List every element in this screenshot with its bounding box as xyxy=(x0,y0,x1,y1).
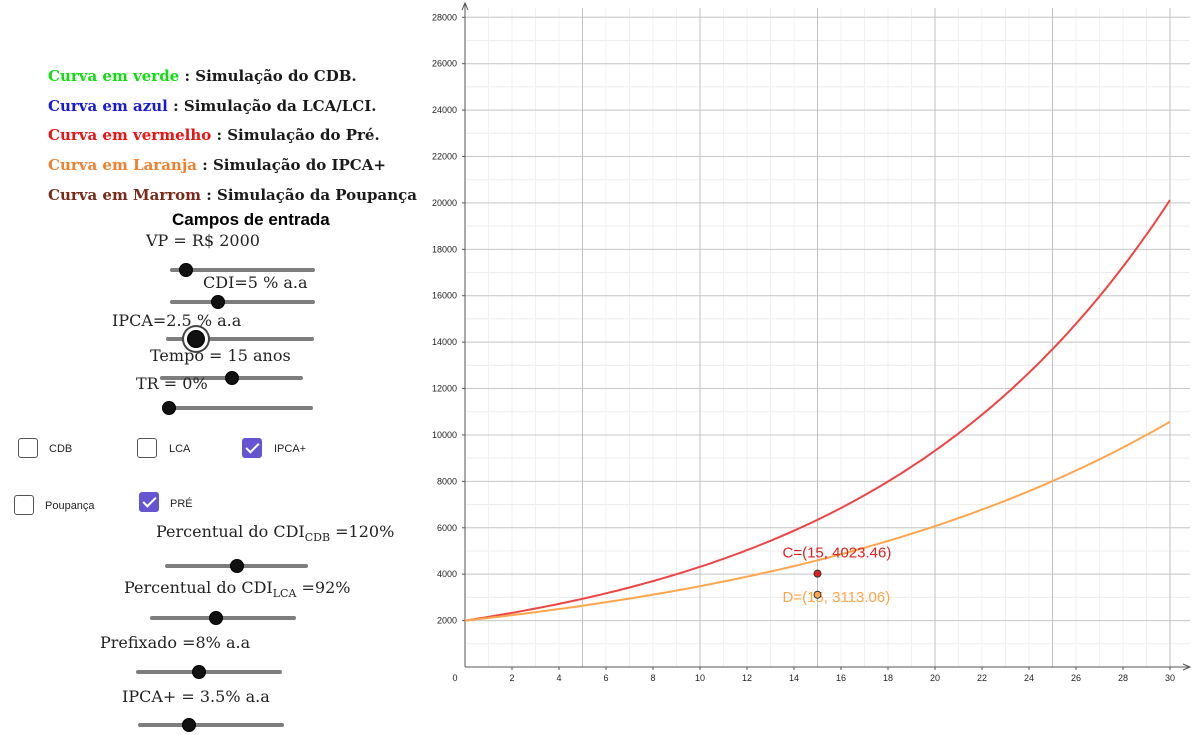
ipca-plus-slider-knob[interactable] xyxy=(182,718,197,732)
cdb-checkbox-label[interactable]: CDB xyxy=(49,443,73,455)
vp-slider-knob[interactable] xyxy=(178,263,193,277)
x-tick-label: 18 xyxy=(883,673,893,683)
ipca-slider-track[interactable] xyxy=(166,337,314,341)
x-tick-label: 24 xyxy=(1024,673,1034,683)
x-tick-label: 22 xyxy=(977,673,987,683)
x-tick-label: 10 xyxy=(695,673,705,683)
y-tick-label: 8000 xyxy=(437,476,457,486)
y-tick-label: 24000 xyxy=(432,105,457,115)
legend-ipca-text: : Simulação do IPCA+ xyxy=(196,156,386,174)
legend-poupanca-text: : Simulação da Poupança xyxy=(201,186,418,204)
x-tick-label: 16 xyxy=(836,673,846,683)
vp-slider-track[interactable] xyxy=(170,268,315,272)
x-tick-label: 14 xyxy=(789,673,799,683)
x-tick-label: 0 xyxy=(452,673,457,683)
cdi-slider-knob[interactable] xyxy=(210,295,225,309)
cdb-percent-suffix: =120% xyxy=(330,522,395,541)
y-tick-label: 26000 xyxy=(432,59,457,69)
cdb-percent-label: Percentual do CDICDB =120% xyxy=(156,522,394,544)
y-tick-label: 6000 xyxy=(437,523,457,533)
x-tick-label: 8 xyxy=(650,673,655,683)
x-tick-label: 30 xyxy=(1165,673,1175,683)
lca-checkbox-label[interactable]: LCA xyxy=(169,443,191,455)
prefixado-slider-knob[interactable] xyxy=(191,665,206,679)
legend-cdb-colored: Curva em verde xyxy=(48,67,180,85)
legend-poupanca: Curva em Marrom : Simulação da Poupança xyxy=(48,186,417,204)
inputs-title: Campos de entrada xyxy=(172,210,330,229)
cdb-percent-prefix: Percentual do CDI xyxy=(156,522,305,541)
x-axis-arrow-icon xyxy=(1182,663,1192,671)
lca-percent-suffix: =92% xyxy=(296,578,351,597)
poupanca-checkbox[interactable] xyxy=(14,495,34,515)
legend-cdb-text: : Simulação do CDB. xyxy=(179,67,357,85)
series-line-1 xyxy=(464,420,1171,622)
ipca-plus-slider-track[interactable] xyxy=(138,723,284,727)
x-tick-label: 12 xyxy=(742,673,752,683)
x-tick-label: 6 xyxy=(603,673,608,683)
tr-slider-knob[interactable] xyxy=(162,401,176,415)
cdi-slider-track[interactable] xyxy=(170,300,315,304)
cdi-label: CDI=5 % a.a xyxy=(203,273,308,292)
x-tick-label: 4 xyxy=(556,673,561,683)
ipca-plus-checkbox-label[interactable]: IPCA+ xyxy=(274,443,307,455)
lca-percent-sub: LCA xyxy=(272,587,297,601)
legend-lca-text: : Simulação da LCA/LCI. xyxy=(167,97,377,115)
legend-poupanca-colored: Curva em Marrom xyxy=(48,186,202,204)
y-tick-label: 28000 xyxy=(432,12,457,22)
lca-percent-slider-knob[interactable] xyxy=(208,611,223,625)
ipca-slider-knob[interactable] xyxy=(186,330,205,348)
x-tick-label: 20 xyxy=(930,673,940,683)
lca-percent-slider-track[interactable] xyxy=(150,616,296,620)
legend-lca-colored: Curva em azul xyxy=(48,97,168,115)
legend-pre: Curva em vermelho : Simulação do Pré. xyxy=(48,126,380,144)
y-axis-arrow-icon xyxy=(461,1,469,11)
legend-ipca-colored: Curva em Laranja xyxy=(48,156,197,174)
lca-percent-prefix: Percentual do CDI xyxy=(124,578,273,597)
y-tick-label: 20000 xyxy=(432,198,457,208)
ipca-plus-checkbox[interactable] xyxy=(242,438,262,458)
y-tick-label: 16000 xyxy=(432,291,457,301)
y-tick-label: 10000 xyxy=(432,430,457,440)
y-tick-label: 22000 xyxy=(432,152,457,162)
point-label-1: D=(15, 3113.06) xyxy=(783,589,891,606)
poupanca-checkbox-label[interactable]: Poupança xyxy=(45,500,95,512)
point-label-0: C=(15, 4023.46) xyxy=(783,545,892,562)
y-tick-label: 18000 xyxy=(432,244,457,254)
x-tick-label: 28 xyxy=(1118,673,1128,683)
cdb-percent-slider-knob[interactable] xyxy=(229,559,244,573)
cdb-checkbox[interactable] xyxy=(18,438,38,458)
ipca-plus-label: IPCA+ = 3.5% a.a xyxy=(122,687,270,706)
prefixado-slider-track[interactable] xyxy=(136,670,282,674)
cdb-percent-sub: CDB xyxy=(304,531,331,545)
vp-label: VP = R$ 2000 xyxy=(146,231,260,250)
tr-slider-track[interactable] xyxy=(169,406,313,410)
pre-checkbox-label[interactable]: PRÉ xyxy=(170,498,193,510)
tempo-label: Tempo = 15 anos xyxy=(150,346,291,365)
lca-checkbox[interactable] xyxy=(137,438,157,458)
y-tick-label: 2000 xyxy=(437,616,457,626)
series-line-0 xyxy=(464,199,1171,622)
tempo-slider-knob[interactable] xyxy=(224,371,239,385)
legend-cdb: Curva em verde : Simulação do CDB. xyxy=(48,67,357,85)
lca-percent-label: Percentual do CDILCA =92% xyxy=(124,578,350,600)
ipca-label: IPCA=2.5 % a.a xyxy=(112,311,242,330)
pre-checkbox[interactable] xyxy=(139,492,159,512)
legend-lca: Curva em azul : Simulação da LCA/LCI. xyxy=(48,97,376,115)
point-marker-1[interactable] xyxy=(813,590,822,599)
y-tick-label: 14000 xyxy=(432,337,457,347)
legend-pre-text: : Simulação do Pré. xyxy=(211,126,380,144)
y-tick-label: 12000 xyxy=(432,384,457,394)
x-tick-label: 2 xyxy=(509,673,514,683)
x-tick-label: 26 xyxy=(1071,673,1081,683)
tr-label: TR = 0% xyxy=(136,374,208,393)
prefixado-label: Prefixado =8% a.a xyxy=(100,633,251,652)
y-tick-label: 4000 xyxy=(437,569,457,579)
point-marker-0[interactable] xyxy=(813,569,822,578)
legend-ipca: Curva em Laranja : Simulação do IPCA+ xyxy=(48,156,386,174)
legend-pre-colored: Curva em vermelho xyxy=(48,126,212,144)
